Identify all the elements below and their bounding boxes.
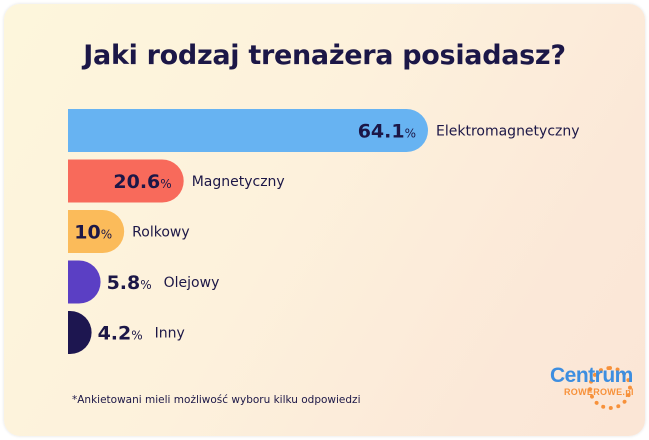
category-label: Olejowy (164, 275, 220, 291)
chart-title: Jaki rodzaj trenażera posiadasz? (83, 40, 566, 71)
bar-elektromagnetyczny (68, 109, 428, 152)
bar-olejowy (68, 260, 101, 304)
footnote: *Ankietowani mieli możliwość wyboru kilk… (72, 394, 361, 406)
gear-icon (588, 366, 632, 410)
value-label: 64.1% (358, 121, 416, 143)
value-label: 20.6% (113, 171, 171, 193)
bar-rolkowy (68, 210, 125, 253)
bar-inny (68, 311, 92, 354)
chart-card: Jaki rodzaj trenażera posiadasz? 64.1% El… (4, 4, 645, 436)
category-label: Rolkowy (132, 225, 189, 241)
value-label: 5.8% (107, 272, 152, 294)
value-label: 10% (74, 222, 112, 244)
category-label: Inny (155, 326, 185, 342)
centrum-rowerowe-logo: Centrum ROWEROWE.pl (546, 362, 636, 412)
value-label: 4.2% (98, 323, 143, 345)
category-label: Elektromagnetyczny (436, 124, 580, 140)
logo-sub-text: ROWEROWE.pl (564, 387, 634, 397)
bar-chart: 64.1% Elektromagnetyczny 20.6% Magnetyczny 1… (68, 109, 580, 354)
category-label: Magnetyczny (192, 174, 285, 190)
bar-magnetyczny (68, 159, 184, 203)
logo-main-text: Centrum (550, 364, 633, 387)
